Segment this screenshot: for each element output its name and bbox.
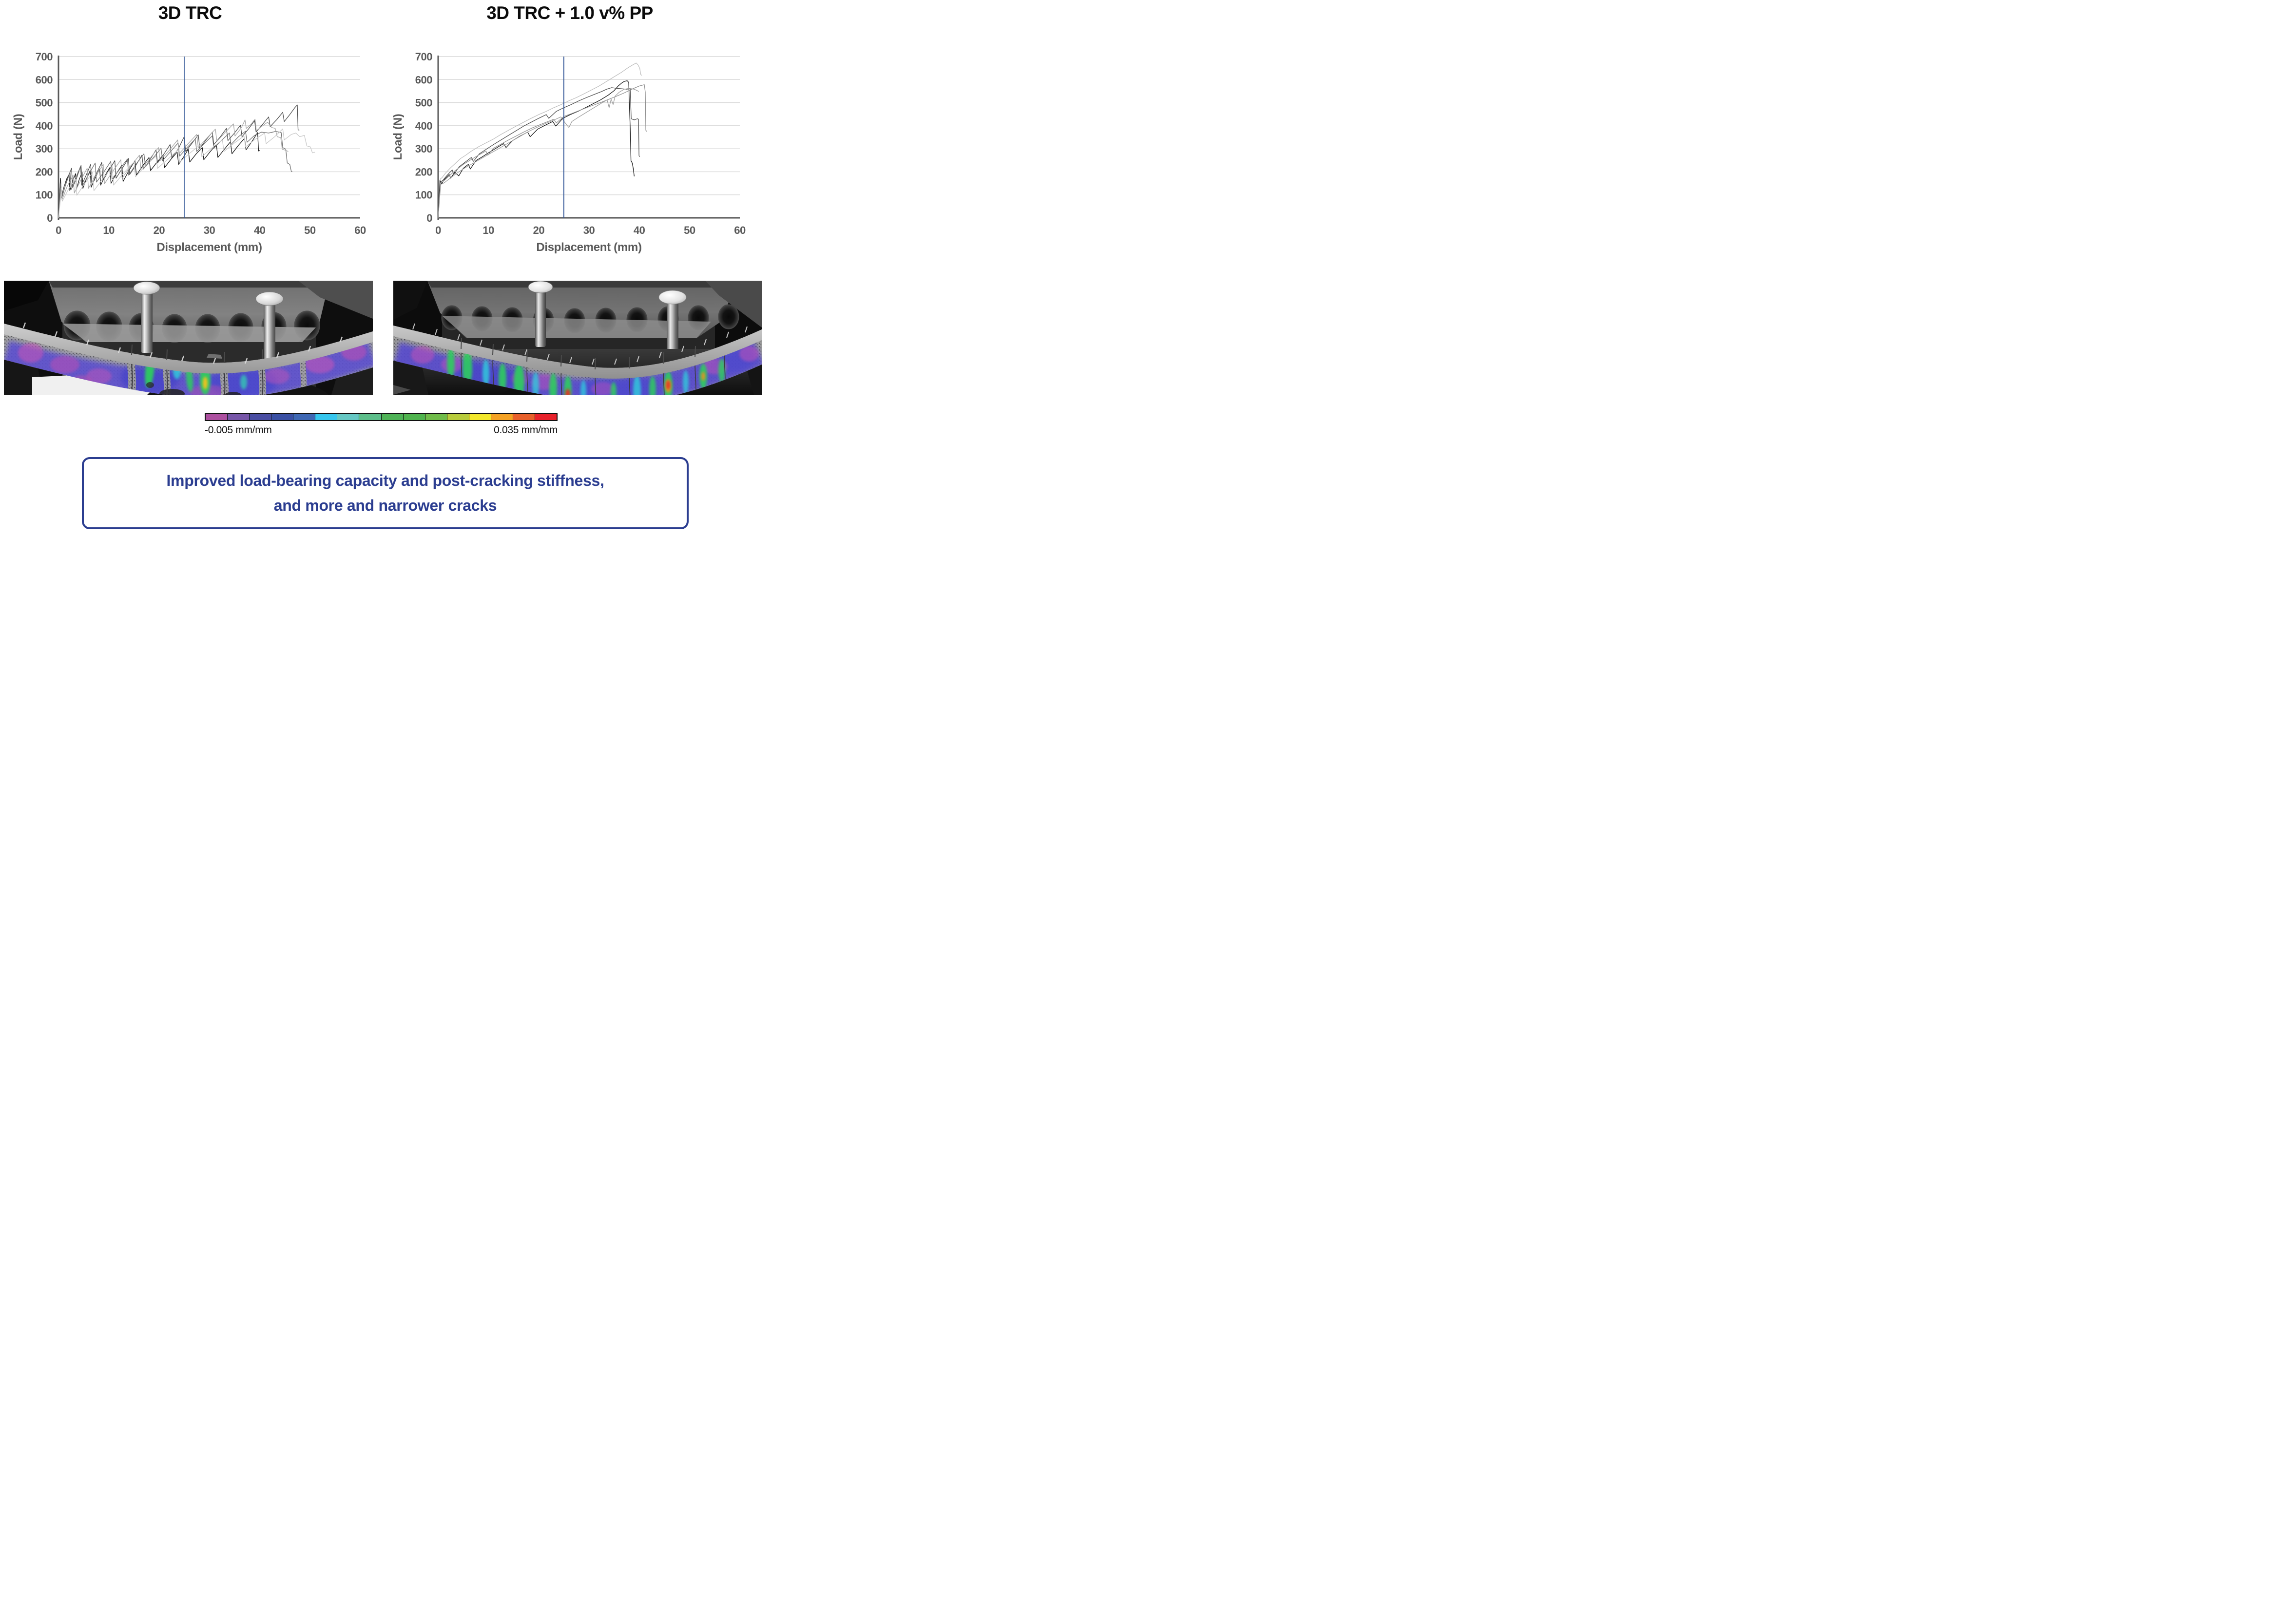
fiber-tufts bbox=[22, 322, 343, 364]
colorbar-segment bbox=[250, 414, 272, 420]
svg-text:20: 20 bbox=[533, 224, 545, 236]
svg-text:0: 0 bbox=[47, 212, 53, 224]
series-PP-1 bbox=[438, 62, 642, 218]
svg-text:400: 400 bbox=[415, 120, 432, 132]
strain-colorbar-block: -0.005 mm/mm 0.035 mm/mm bbox=[205, 413, 558, 436]
svg-text:20: 20 bbox=[154, 224, 165, 236]
series-TRC-2 bbox=[58, 104, 300, 218]
test-fixture-block bbox=[4, 281, 373, 343]
series-TRC-1 bbox=[58, 132, 260, 218]
series-TRC-5 bbox=[58, 128, 315, 218]
svg-text:600: 600 bbox=[36, 74, 53, 86]
series-lines bbox=[438, 62, 647, 218]
svg-text:100: 100 bbox=[415, 189, 432, 201]
colorbar-segment bbox=[447, 414, 469, 420]
callout-line-1: Improved load-bearing capacity and post-… bbox=[166, 472, 604, 489]
axes bbox=[437, 56, 740, 220]
colorbar-segment bbox=[206, 414, 228, 420]
svg-text:0: 0 bbox=[56, 224, 61, 236]
dic-photo-trc-graphic bbox=[4, 281, 373, 395]
fiber-tufts bbox=[412, 323, 748, 365]
series-PP-5 bbox=[438, 88, 639, 218]
specimen-top-surface bbox=[4, 324, 373, 374]
colorbar-max-label: 0.035 mm/mm bbox=[494, 424, 558, 436]
figure-page: 3D TRC 3D TRC + 1.0 v% PP 0 100 200 300 400 5… bbox=[0, 0, 764, 531]
series-TRC-4 bbox=[58, 118, 289, 218]
y-axis-title-left: Load (N) bbox=[12, 114, 25, 160]
loading-pins bbox=[133, 281, 284, 365]
axes bbox=[58, 56, 360, 220]
svg-text:300: 300 bbox=[415, 143, 432, 155]
svg-text:60: 60 bbox=[354, 224, 366, 236]
x-axis-title-left: Displacement (mm) bbox=[156, 241, 262, 254]
series-PP-3 bbox=[438, 87, 640, 218]
colorbar-segment bbox=[469, 414, 491, 420]
dic-photo-trc-pp-graphic bbox=[393, 281, 762, 395]
svg-text:500: 500 bbox=[415, 97, 432, 109]
loading-pins bbox=[528, 281, 687, 364]
svg-text:40: 40 bbox=[634, 224, 645, 236]
load-displacement-chart-trc-pp: 0 100 200 300 400 500 600 700 0 10 20 30 40 50 60 bbox=[415, 51, 746, 236]
x-axis-title-right: Displacement (mm) bbox=[536, 241, 642, 254]
specimen-trc bbox=[4, 322, 373, 395]
svg-text:200: 200 bbox=[415, 166, 432, 178]
gridlines bbox=[438, 56, 740, 195]
svg-text:100: 100 bbox=[36, 189, 53, 201]
svg-text:10: 10 bbox=[482, 224, 494, 236]
svg-text:600: 600 bbox=[415, 74, 432, 86]
top-surface-cracks bbox=[461, 338, 696, 370]
series-PP-4 bbox=[438, 84, 647, 218]
colorbar-segment bbox=[381, 414, 404, 420]
svg-text:50: 50 bbox=[304, 224, 316, 236]
svg-text:60: 60 bbox=[734, 224, 746, 236]
x-tick-labels: 0 10 20 30 40 50 60 bbox=[435, 224, 746, 236]
colorbar-segment bbox=[425, 414, 447, 420]
colorbar-segment bbox=[228, 414, 250, 420]
y-axis-title-right: Load (N) bbox=[391, 114, 405, 160]
colorbar-segment bbox=[315, 414, 338, 420]
load-displacement-chart-trc: 0 100 200 300 400 500 600 700 0 10 20 30 40 50 60 bbox=[36, 51, 367, 236]
svg-text:30: 30 bbox=[204, 224, 215, 236]
gridlines bbox=[58, 56, 360, 195]
colorbar-segment bbox=[535, 414, 557, 420]
svg-text:700: 700 bbox=[36, 51, 53, 63]
svg-text:700: 700 bbox=[415, 51, 432, 63]
svg-text:400: 400 bbox=[36, 120, 53, 132]
svg-text:0: 0 bbox=[426, 212, 432, 224]
specimen-top-surface bbox=[393, 326, 762, 379]
series-TRC-3 bbox=[58, 131, 292, 218]
colorbar-segment bbox=[513, 414, 535, 420]
series-PP-2 bbox=[438, 80, 635, 218]
colorbar-segment bbox=[271, 414, 294, 420]
dic-photo-trc-pp bbox=[393, 281, 762, 395]
colorbar-segment bbox=[403, 414, 425, 420]
svg-text:300: 300 bbox=[36, 143, 53, 155]
callout-line-2: and more and narrower cracks bbox=[273, 497, 497, 514]
series-lines bbox=[58, 104, 315, 218]
svg-text:200: 200 bbox=[36, 166, 53, 178]
strain-colorbar bbox=[205, 413, 558, 421]
top-surface-cracks bbox=[131, 344, 263, 362]
test-fixture-block bbox=[393, 281, 762, 338]
chart-title-trc-pp: 3D TRC + 1.0 v% PP bbox=[486, 3, 653, 23]
colorbar-min-label: -0.005 mm/mm bbox=[205, 424, 272, 436]
y-tick-labels: 0 100 200 300 400 500 600 700 bbox=[36, 51, 53, 224]
chart-title-trc: 3D TRC bbox=[158, 3, 222, 23]
colorbar-segment bbox=[491, 414, 513, 420]
y-tick-labels: 0 100 200 300 400 500 600 700 bbox=[415, 51, 433, 224]
summary-callout: Improved load-bearing capacity and post-… bbox=[82, 457, 689, 529]
colorbar-segment bbox=[293, 414, 316, 420]
colorbar-segment bbox=[337, 414, 360, 420]
dic-photo-trc bbox=[4, 281, 373, 395]
svg-text:0: 0 bbox=[435, 224, 441, 236]
svg-text:30: 30 bbox=[583, 224, 595, 236]
specimen-trc-pp bbox=[393, 323, 762, 395]
svg-text:10: 10 bbox=[103, 224, 115, 236]
svg-text:40: 40 bbox=[254, 224, 266, 236]
x-tick-labels: 0 10 20 30 40 50 60 bbox=[56, 224, 366, 236]
svg-text:50: 50 bbox=[684, 224, 695, 236]
colorbar-segment bbox=[359, 414, 382, 420]
svg-text:500: 500 bbox=[36, 97, 53, 109]
